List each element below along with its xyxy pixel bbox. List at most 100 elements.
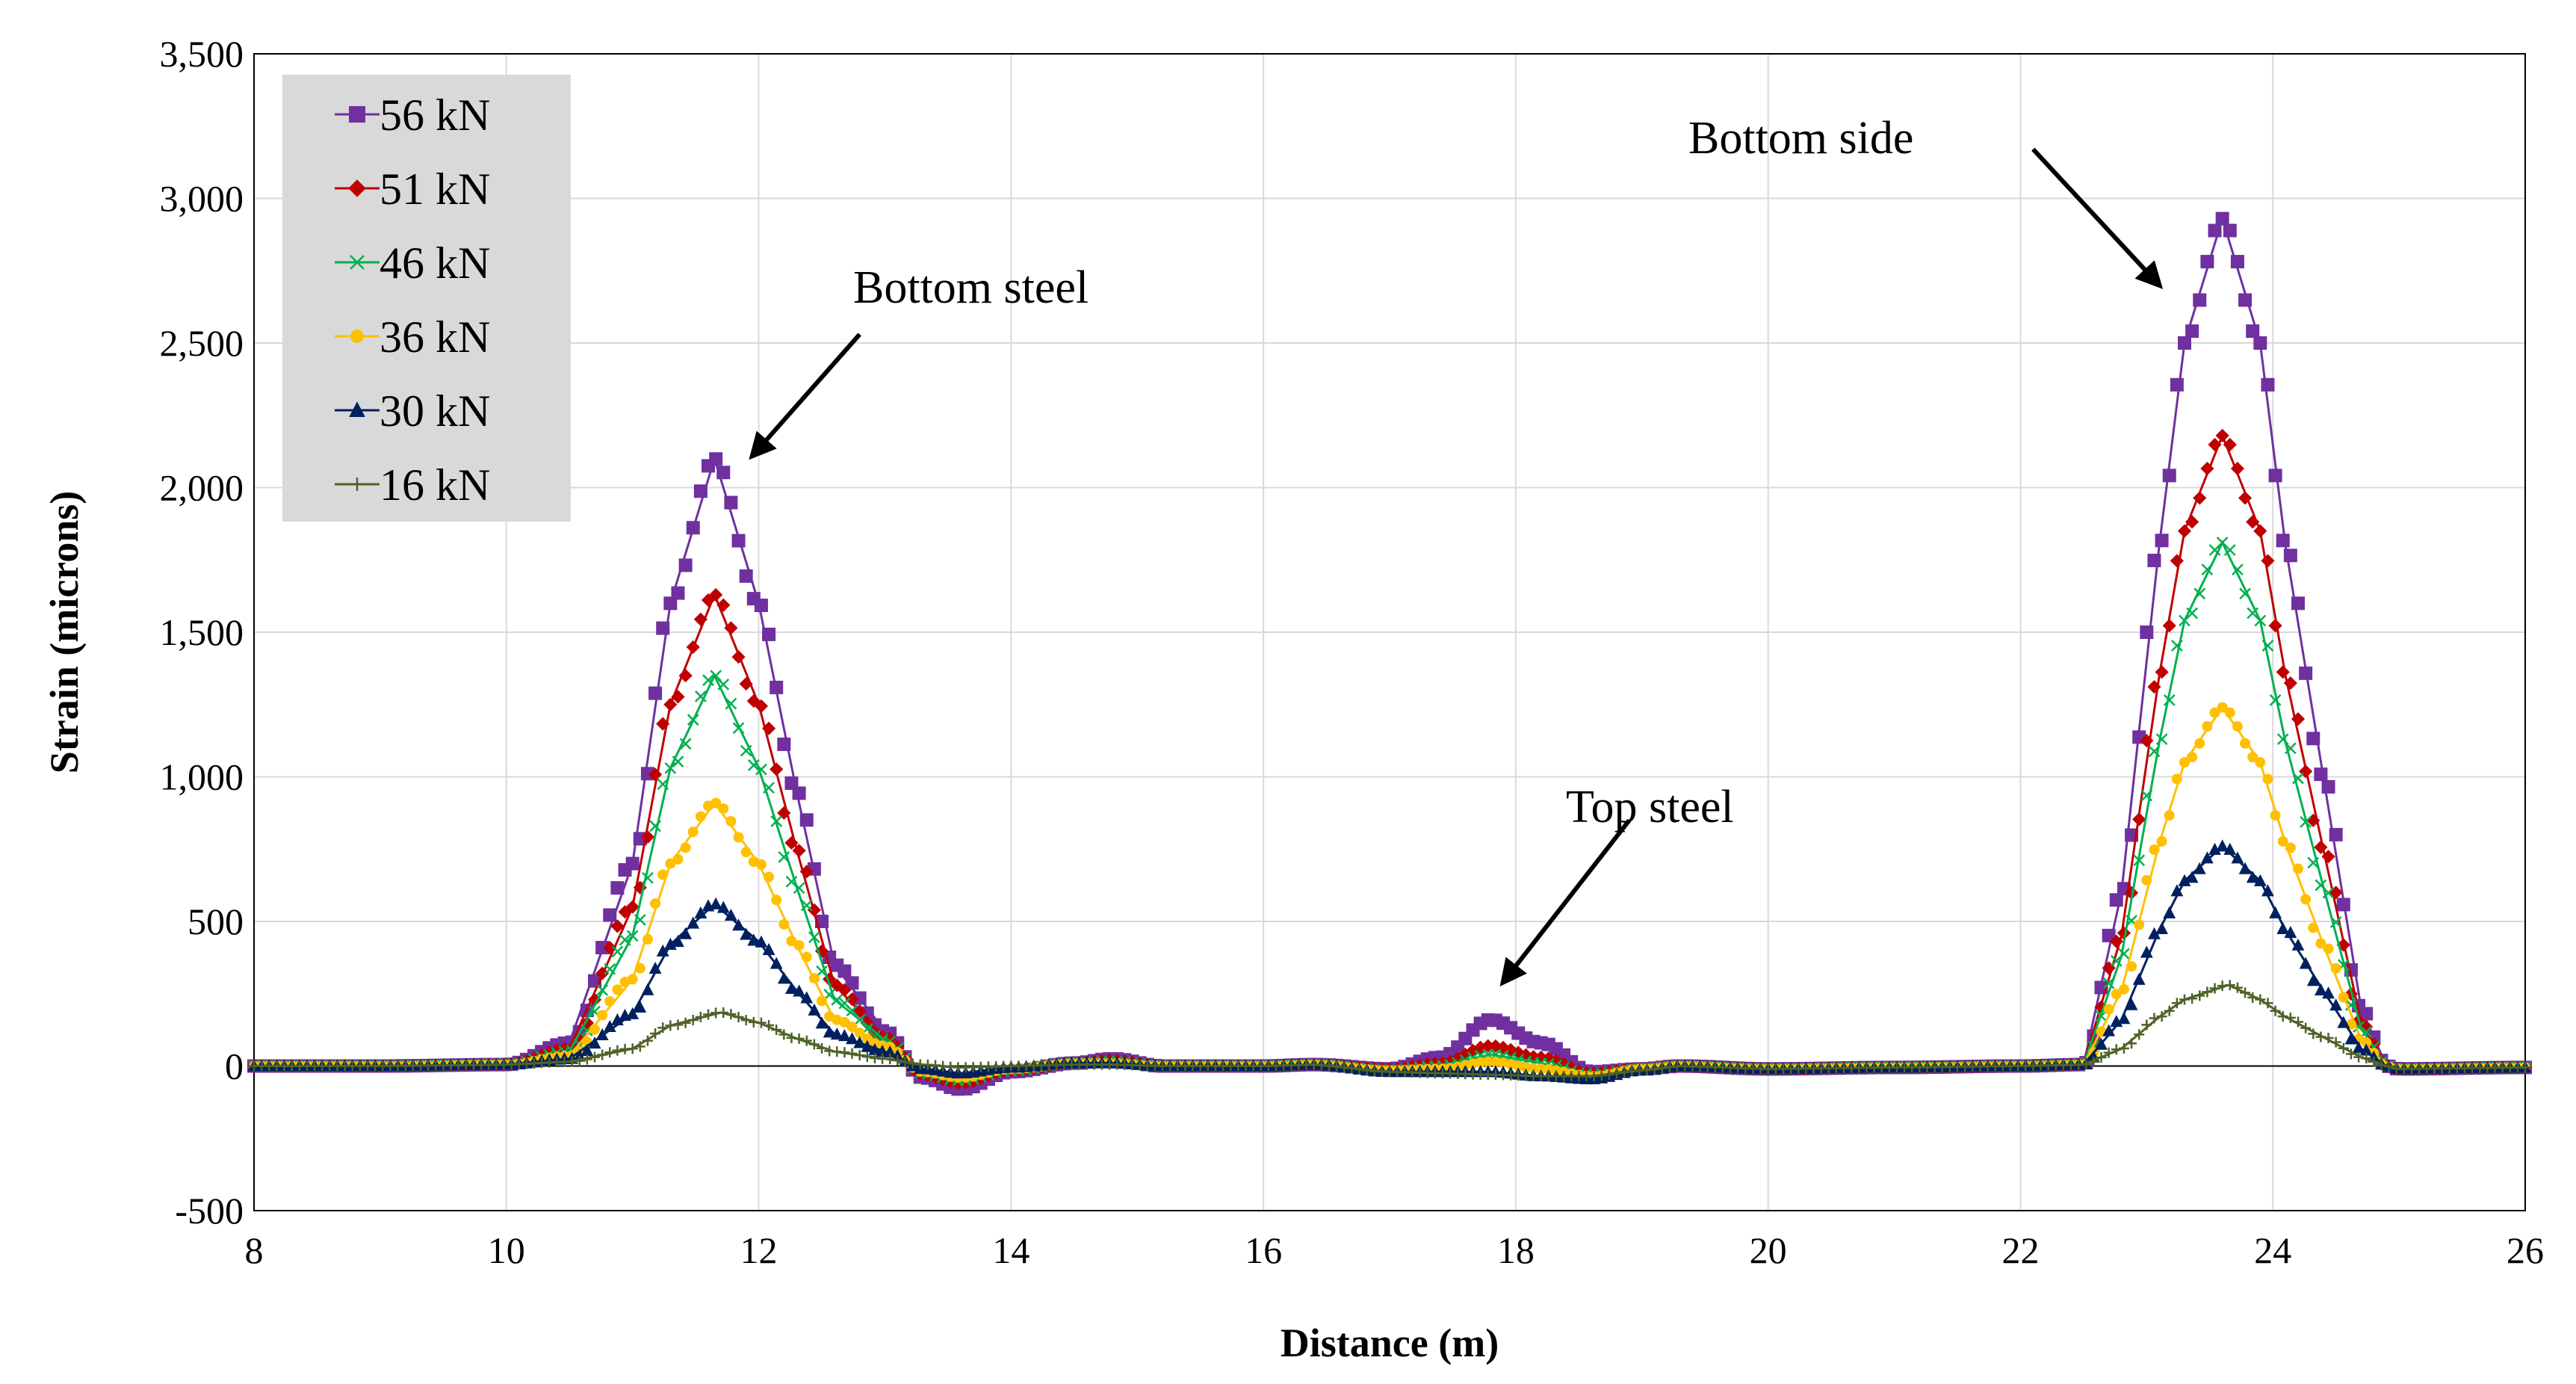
data-point xyxy=(2230,461,2245,476)
data-point xyxy=(2520,1062,2530,1073)
data-point xyxy=(627,1043,638,1054)
data-point xyxy=(2306,732,2320,746)
data-point xyxy=(808,1003,821,1016)
data-point xyxy=(2246,324,2260,339)
data-point xyxy=(663,697,678,711)
data-point xyxy=(739,676,753,691)
data-point xyxy=(740,1015,752,1026)
data-point xyxy=(2223,842,2237,855)
data-point xyxy=(817,1042,827,1054)
data-point xyxy=(2261,377,2275,392)
data-point xyxy=(2285,842,2296,853)
data-point xyxy=(815,1016,829,1029)
data-point xyxy=(2268,619,2282,633)
data-point xyxy=(642,933,653,945)
data-point xyxy=(686,640,700,655)
data-point xyxy=(589,1024,600,1035)
data-point xyxy=(693,612,708,626)
legend-item: 56 kN xyxy=(335,90,490,140)
data-point xyxy=(1346,1063,1357,1074)
data-point xyxy=(2202,986,2213,998)
data-point xyxy=(793,940,805,951)
data-point xyxy=(2118,983,2129,995)
data-point xyxy=(2111,989,2122,1000)
annotation-label: Bottom steel xyxy=(853,262,1089,313)
data-point xyxy=(2232,982,2243,993)
data-point xyxy=(709,587,723,602)
legend-item: 36 kN xyxy=(335,312,490,362)
data-point xyxy=(2134,919,2145,930)
data-point xyxy=(740,744,752,757)
data-point xyxy=(2247,752,2258,763)
data-point xyxy=(2283,549,2297,563)
data-point xyxy=(657,778,669,791)
data-point xyxy=(1496,1040,1511,1054)
data-point xyxy=(2308,922,2319,933)
data-point xyxy=(2193,293,2207,307)
data-point xyxy=(2361,1053,2372,1063)
y-tick-label: 1,500 xyxy=(160,611,244,653)
data-point xyxy=(801,1035,812,1046)
data-point xyxy=(1611,1068,1622,1079)
data-point xyxy=(597,1010,608,1021)
data-point xyxy=(2179,757,2190,768)
data-point xyxy=(2336,898,2350,912)
data-point xyxy=(2155,921,2168,934)
data-point xyxy=(634,1000,647,1013)
series-56-kn xyxy=(247,211,2532,1096)
data-point xyxy=(2315,938,2326,949)
data-point xyxy=(634,963,645,974)
data-point xyxy=(2254,614,2267,627)
data-point xyxy=(1649,1063,1660,1075)
data-point xyxy=(2185,871,2199,883)
data-point xyxy=(837,964,852,978)
data-point xyxy=(2170,554,2184,568)
data-point xyxy=(2202,721,2213,732)
data-point xyxy=(626,1007,640,1019)
data-point xyxy=(2155,733,2168,745)
legend-item: 30 kN xyxy=(335,386,490,436)
y-tick-label: 500 xyxy=(188,900,244,942)
data-point xyxy=(770,957,783,969)
data-point xyxy=(2261,640,2274,652)
data-point xyxy=(2224,980,2235,991)
data-point xyxy=(672,853,684,865)
data-point xyxy=(2117,926,2131,940)
data-point xyxy=(649,820,661,832)
data-point xyxy=(2147,553,2161,567)
data-point xyxy=(694,906,708,918)
data-point xyxy=(2103,1047,2114,1058)
data-point xyxy=(687,1014,699,1025)
data-point xyxy=(740,847,752,858)
data-point xyxy=(2284,742,2297,755)
data-point xyxy=(1354,1063,1365,1075)
data-point xyxy=(2163,694,2176,706)
data-point xyxy=(2306,974,2320,986)
data-point xyxy=(2269,906,2282,918)
data-point xyxy=(640,830,655,844)
data-point xyxy=(650,1028,661,1039)
data-point xyxy=(725,908,737,921)
data-point xyxy=(2345,1048,2356,1060)
data-point xyxy=(2209,707,2220,718)
data-point xyxy=(695,1011,706,1022)
data-point xyxy=(657,1022,669,1034)
data-point xyxy=(2102,977,2115,989)
data-point xyxy=(580,1043,594,1056)
data-point xyxy=(694,690,707,702)
data-point xyxy=(2262,998,2273,1009)
data-point xyxy=(792,786,806,800)
data-point xyxy=(771,895,782,906)
data-point xyxy=(837,983,852,997)
data-point xyxy=(801,951,812,963)
data-point xyxy=(831,993,843,1006)
data-point xyxy=(2261,884,2274,897)
data-point xyxy=(596,984,609,996)
data-point xyxy=(702,674,714,687)
data-point xyxy=(604,995,616,1007)
data-point xyxy=(2376,1060,2387,1071)
data-point xyxy=(627,974,638,985)
legend-marker xyxy=(350,330,364,343)
data-point xyxy=(1435,1056,1450,1070)
data-point xyxy=(755,1017,767,1028)
